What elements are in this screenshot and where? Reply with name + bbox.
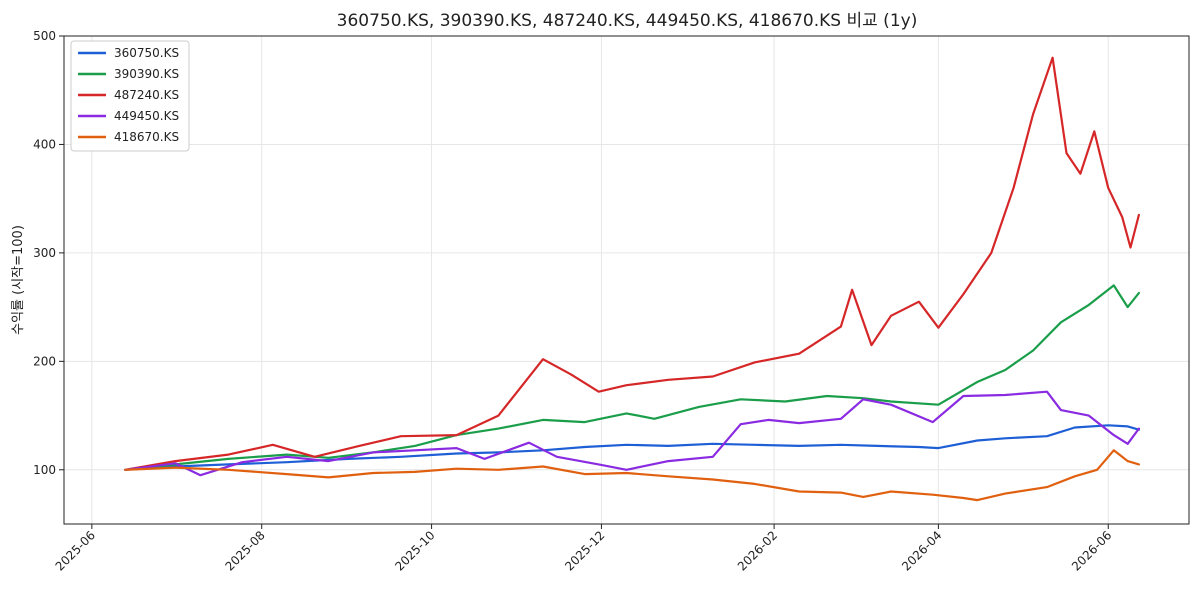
chart-title: 360750.KS, 390390.KS, 487240.KS, 449450.… <box>337 11 918 31</box>
grid-lines <box>64 35 1189 524</box>
y-tick-label: 400 <box>33 137 56 151</box>
legend-label: 418670.KS <box>114 130 179 144</box>
y-axis-label: 수익률 (시작=100) <box>11 225 26 335</box>
series-line-487240.KS <box>124 56 1141 471</box>
legend-box <box>70 40 190 152</box>
legend-label: 390390.KS <box>114 67 179 81</box>
x-tick-label: 2026-02 <box>735 528 780 573</box>
x-axis-ticks: 2025-06 2025-08 2025-10 2025-12 2026-02 2026-… <box>53 524 1114 574</box>
x-tick-label: 2026-06 <box>1069 528 1114 573</box>
x-tick-label: 2025-12 <box>562 528 607 573</box>
x-tick-label: 2025-10 <box>392 528 437 573</box>
y-tick-label: 100 <box>33 463 56 477</box>
y-tick-label: 200 <box>33 354 56 368</box>
legend-label: 449450.KS <box>114 109 179 123</box>
series-lines <box>124 56 1141 502</box>
legend-label: 487240.KS <box>114 88 179 102</box>
series-line-360750.KS <box>124 424 1141 471</box>
x-tick-label: 2026-04 <box>899 528 944 573</box>
y-tick-label: 500 <box>33 29 56 43</box>
x-tick-label: 2025-06 <box>53 528 98 573</box>
plot-frame <box>63 35 1190 525</box>
y-axis-ticks: 100 200 300 400 500 <box>33 29 64 477</box>
legend: 360750.KS 390390.KS 487240.KS 449450.KS 4186… <box>70 40 190 152</box>
series-line-418670.KS <box>124 449 1141 502</box>
series-line-449450.KS <box>124 390 1141 477</box>
series-line-390390.KS <box>124 284 1141 471</box>
y-tick-label: 300 <box>33 246 56 260</box>
x-tick-label: 2025-08 <box>222 528 267 573</box>
legend-label: 360750.KS <box>114 46 179 60</box>
